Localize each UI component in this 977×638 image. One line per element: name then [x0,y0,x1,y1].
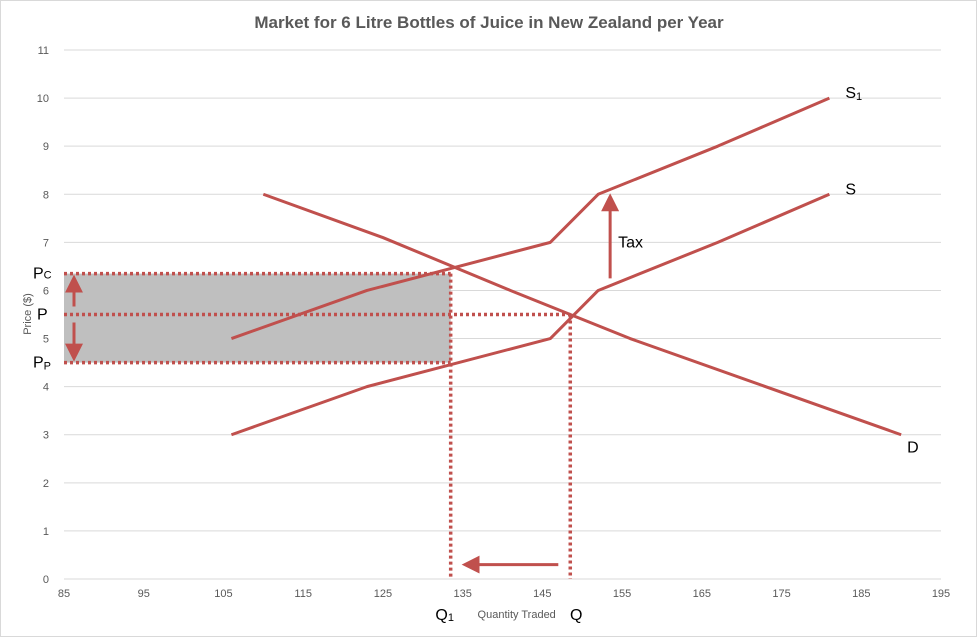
y-tick-label: 5 [43,334,49,346]
y-tick-label: 10 [37,93,49,105]
x-tick-label: 125 [374,588,392,600]
series-line-d [262,192,902,437]
p-label: P [37,307,48,324]
d-label: D [907,440,919,457]
y-tick-label: 0 [43,574,49,586]
s1-label: S1 [845,85,862,103]
x-tick-label: 185 [852,588,870,600]
pc-label-main: P [33,266,44,283]
pc-label-sub: C [44,270,52,282]
x-tick-label: 85 [58,588,70,600]
y-tick-label: 6 [43,285,49,297]
s1-label-main: S [845,85,856,102]
s1-label-sub: 1 [856,91,862,103]
series-line-s1 [230,96,830,340]
pp-label-sub: P [44,361,51,373]
y-tick-label: 4 [43,382,49,394]
y-tick-label: 9 [43,141,49,153]
x-tick-label: 95 [138,588,150,600]
x-tick-label: 175 [772,588,790,600]
y-tick-label: 7 [43,237,49,249]
pc-label: PC [33,266,52,283]
q1-label-main: Q [435,607,447,624]
y-tick-label: 2 [43,478,49,490]
q1-label: Q1 [435,607,454,624]
y-tick-label: 1 [43,526,49,538]
y-tick-labels: 0 1 2 3 4 5 6 7 8 9 10 11 [37,45,49,586]
chart-title: Market for 6 Litre Bottles of Juice in N… [254,13,724,32]
x-tick-label: 145 [533,588,551,600]
x-tick-label: 155 [613,588,631,600]
q-label: Q [570,607,582,624]
x-tick-label: 105 [214,588,232,600]
pp-label: PP [33,355,51,373]
y-tick-label: 11 [38,45,49,57]
x-tick-label: 165 [693,588,711,600]
y-tick-label: 3 [43,430,49,442]
y-tick-label: 8 [43,189,49,201]
x-tick-label: 115 [294,588,312,600]
x-tick-labels: 85 95 105 115 125 135 145 155 165 175 185 195 [58,588,950,600]
x-axis-title: Quantity Traded [478,609,556,621]
q1-label-sub: 1 [448,612,454,624]
tax-label: Tax [618,234,643,251]
pp-label-main: P [33,355,44,372]
y-axis-title: Price ($) [22,293,34,335]
tax-revenue-area [64,273,451,363]
x-tick-label: 135 [453,588,471,600]
s-label: S [845,181,856,198]
series-lines [230,96,902,437]
x-tick-label: 195 [932,588,950,600]
